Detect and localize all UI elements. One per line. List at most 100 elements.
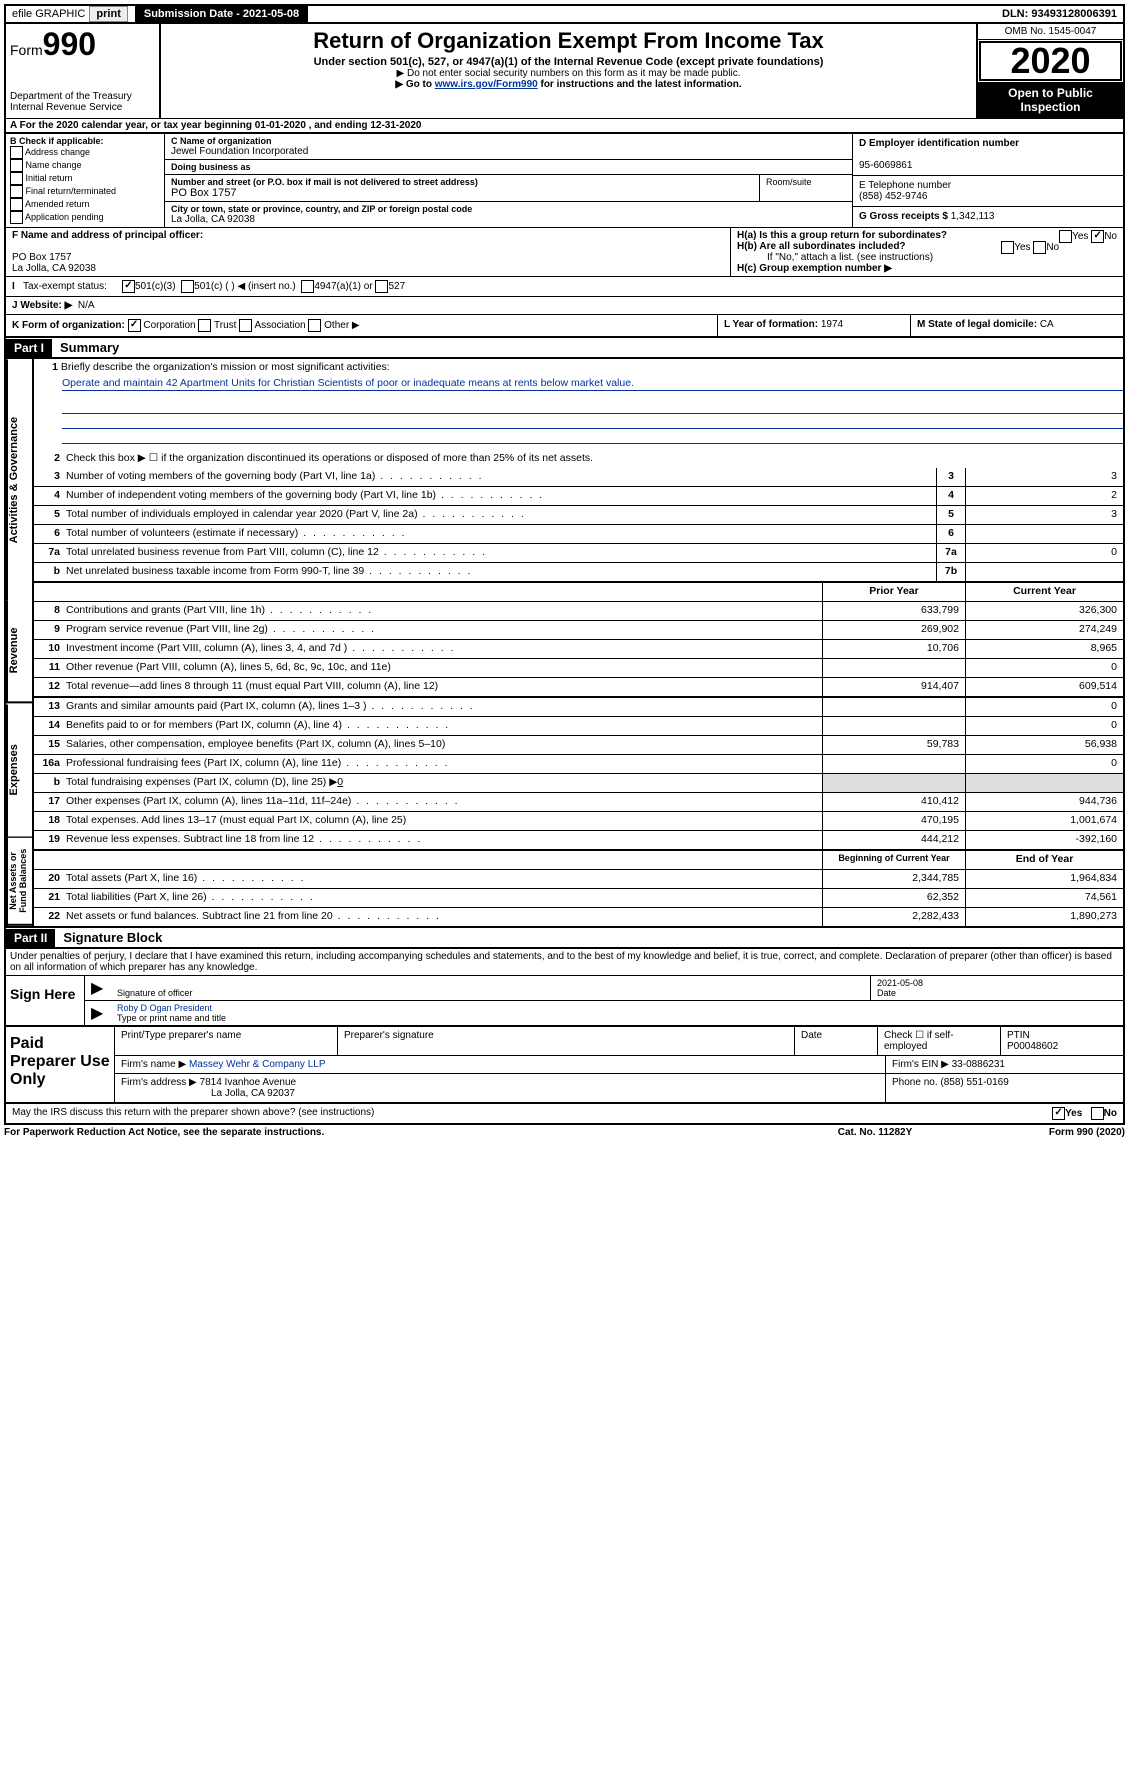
prior-19: 444,212	[822, 831, 965, 849]
checkbox-initial[interactable]	[10, 172, 23, 185]
checkbox-name[interactable]	[10, 159, 23, 172]
curr-9: 274,249	[965, 621, 1123, 639]
prior-16a	[822, 755, 965, 773]
part1-header: Part I Summary	[4, 338, 1125, 359]
val-6	[965, 525, 1123, 543]
street-address: PO Box 1757	[171, 187, 753, 199]
paid-preparer-block: Paid Preparer Use Only Print/Type prepar…	[4, 1027, 1125, 1104]
ha-yes[interactable]	[1059, 230, 1072, 243]
curr-20: 1,964,834	[965, 870, 1123, 888]
omb-number: OMB No. 1545-0047	[978, 24, 1123, 40]
box-c: C Name of organization Jewel Foundation …	[165, 134, 853, 227]
section-bcd: B Check if applicable: Address change Na…	[4, 134, 1125, 228]
ein: 95-6069861	[859, 160, 912, 171]
submission-date: Submission Date - 2021-05-08	[136, 6, 308, 22]
curr-11: 0	[965, 659, 1123, 677]
hb-no[interactable]	[1033, 241, 1046, 254]
prior-15: 59,783	[822, 736, 965, 754]
irs-label: Internal Revenue Service	[10, 102, 155, 113]
curr-18: 1,001,674	[965, 812, 1123, 830]
curr-10: 8,965	[965, 640, 1123, 658]
checkbox-pending[interactable]	[10, 211, 23, 224]
other-check[interactable]	[308, 319, 321, 332]
curr-15: 56,938	[965, 736, 1123, 754]
row-klm: K Form of organization: ✓ Corporation Tr…	[4, 315, 1125, 338]
prior-21: 62,352	[822, 889, 965, 907]
4947-check[interactable]	[301, 280, 314, 293]
curr-13: 0	[965, 698, 1123, 716]
dept-label: Department of the Treasury	[10, 91, 155, 102]
prior-20: 2,344,785	[822, 870, 965, 888]
checkbox-final[interactable]	[10, 185, 23, 198]
discuss-row: May the IRS discuss this return with the…	[4, 1104, 1125, 1125]
prior-13	[822, 698, 965, 716]
curr-8: 326,300	[965, 602, 1123, 620]
assoc-check[interactable]	[239, 319, 252, 332]
prior-17: 410,412	[822, 793, 965, 811]
ptin: P00048602	[1007, 1041, 1058, 1052]
prior-9: 269,902	[822, 621, 965, 639]
trust-check[interactable]	[198, 319, 211, 332]
efile-label: efile GRAPHIC print	[6, 6, 136, 22]
box-h: H(a) Is this a group return for subordin…	[731, 228, 1123, 276]
paid-label: Paid Preparer Use Only	[6, 1027, 115, 1102]
tax-year: 2020	[979, 41, 1122, 81]
prior-14	[822, 717, 965, 735]
curr-14: 0	[965, 717, 1123, 735]
irs-link[interactable]: www.irs.gov/Form990	[435, 79, 538, 90]
corp-check[interactable]: ✓	[128, 319, 141, 332]
hb-yes[interactable]	[1001, 241, 1014, 254]
part2-header: Part II Signature Block	[4, 928, 1125, 949]
firm-name[interactable]: Massey Wehr & Company LLP	[189, 1059, 326, 1070]
gross-receipts: 1,342,113	[951, 211, 995, 222]
dln: DLN: 93493128006391	[996, 6, 1123, 22]
firm-phone: (858) 551-0169	[940, 1077, 1008, 1088]
row-a-period: A For the 2020 calendar year, or tax yea…	[4, 118, 1125, 134]
501c3-check[interactable]: ✓	[122, 280, 135, 293]
val-3: 3	[965, 468, 1123, 486]
firm-addr2: La Jolla, CA 92037	[211, 1088, 295, 1099]
form-header: Form990 Department of the Treasury Inter…	[4, 24, 1125, 118]
prior-11	[822, 659, 965, 677]
firm-ein: 33-0886231	[952, 1059, 1005, 1070]
prior-18: 470,195	[822, 812, 965, 830]
curr-19: -392,160	[965, 831, 1123, 849]
val-5: 3	[965, 506, 1123, 524]
netassets-tab: Net Assets or Fund Balances	[6, 838, 32, 926]
checkbox-address[interactable]	[10, 146, 23, 159]
print-button[interactable]: print	[89, 6, 127, 22]
tax-exempt-row: I Tax-exempt status: ✓ 501(c)(3) 501(c) …	[4, 277, 1125, 297]
ha-no[interactable]: ✓	[1091, 230, 1104, 243]
box-f: F Name and address of principal officer:…	[6, 228, 731, 276]
form-subtitle: Under section 501(c), 527, or 4947(a)(1)…	[165, 56, 972, 68]
discuss-no[interactable]	[1091, 1107, 1104, 1120]
sign-date: 2021-05-08	[877, 978, 923, 988]
501c-check[interactable]	[181, 280, 194, 293]
form-number: Form990	[10, 26, 155, 63]
year-formation: 1974	[821, 319, 843, 330]
open-public-label: Open to Public Inspection	[978, 82, 1123, 118]
cat-no: Cat. No. 11282Y	[775, 1127, 975, 1138]
prior-10: 10,706	[822, 640, 965, 658]
val-7a: 0	[965, 544, 1123, 562]
curr-17: 944,736	[965, 793, 1123, 811]
governance-tab: Activities & Governance	[6, 359, 32, 600]
officer-name[interactable]: Roby D Ogan President	[117, 1003, 212, 1013]
website-row: J Website: ▶ N/A	[4, 297, 1125, 315]
prior-12: 914,407	[822, 678, 965, 696]
form-ref: Form 990 (2020)	[975, 1127, 1125, 1138]
ssn-note: ▶ Do not enter social security numbers o…	[165, 68, 972, 79]
summary-table: Activities & Governance Revenue Expenses…	[4, 359, 1125, 928]
527-check[interactable]	[375, 280, 388, 293]
prior-8: 633,799	[822, 602, 965, 620]
perjury-text: Under penalties of perjury, I declare th…	[4, 949, 1125, 976]
form-title: Return of Organization Exempt From Incom…	[165, 28, 972, 54]
curr-16a: 0	[965, 755, 1123, 773]
section-fh: F Name and address of principal officer:…	[4, 228, 1125, 277]
sign-block: Sign Here ▶ Signature of officer 2021-05…	[4, 976, 1125, 1027]
discuss-yes[interactable]: ✓	[1052, 1107, 1065, 1120]
checkbox-amended[interactable]	[10, 198, 23, 211]
revenue-tab: Revenue	[6, 600, 32, 703]
firm-addr1: 7814 Ivanhoe Avenue	[200, 1077, 297, 1088]
box-d: D Employer identification number 95-6069…	[853, 134, 1123, 227]
